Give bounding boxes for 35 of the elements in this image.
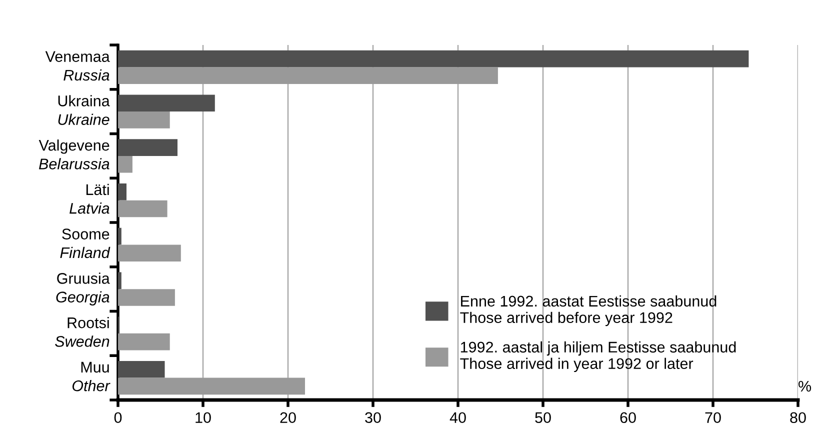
x-axis-title: % (798, 380, 812, 392)
y-tick-label: Soome Finland (60, 228, 110, 258)
x-tick-label: 30 (365, 412, 381, 424)
x-tick-label: 10 (196, 412, 211, 424)
y-tick-label: Rootsi Sweden (55, 317, 110, 347)
bar (118, 112, 170, 128)
bar (118, 289, 175, 306)
bar (118, 50, 749, 68)
bar (118, 228, 122, 245)
y-tick-label: Ukraina Ukraine (58, 95, 110, 125)
bar (118, 139, 178, 156)
bar (118, 272, 122, 290)
bar (118, 183, 126, 200)
legend-label: 1992. aastal ja hiljem Eestisse saabunud Those arrived in year 1992 or later (460, 341, 736, 372)
x-tick-label: 40 (450, 412, 466, 424)
bar (118, 67, 498, 84)
y-tick-label: Gruusia Georgia (56, 272, 110, 306)
x-tick-label: 20 (280, 412, 296, 424)
y-tick-label: Läti Latvia (70, 184, 110, 214)
x-tick-label: 70 (705, 412, 721, 424)
x-tick-label: 60 (620, 412, 636, 424)
x-tick-label: 80 (790, 412, 806, 424)
bar (118, 156, 132, 173)
y-tick-label: Valgevene Belarussia (38, 140, 110, 170)
bar (118, 378, 305, 395)
legend-label: Enne 1992. aastat Eestisse saabunud Those arrived before year 1992 (460, 295, 716, 326)
bar (118, 244, 181, 262)
y-tick-label: Venemaa Russia (45, 51, 110, 81)
bar (118, 333, 170, 350)
y-tick-label: Muu Other (72, 362, 110, 392)
x-tick-label: 50 (535, 412, 551, 424)
bar (118, 200, 168, 218)
bar (118, 94, 215, 112)
bar (118, 360, 165, 378)
x-tick-label: 0 (114, 412, 122, 424)
